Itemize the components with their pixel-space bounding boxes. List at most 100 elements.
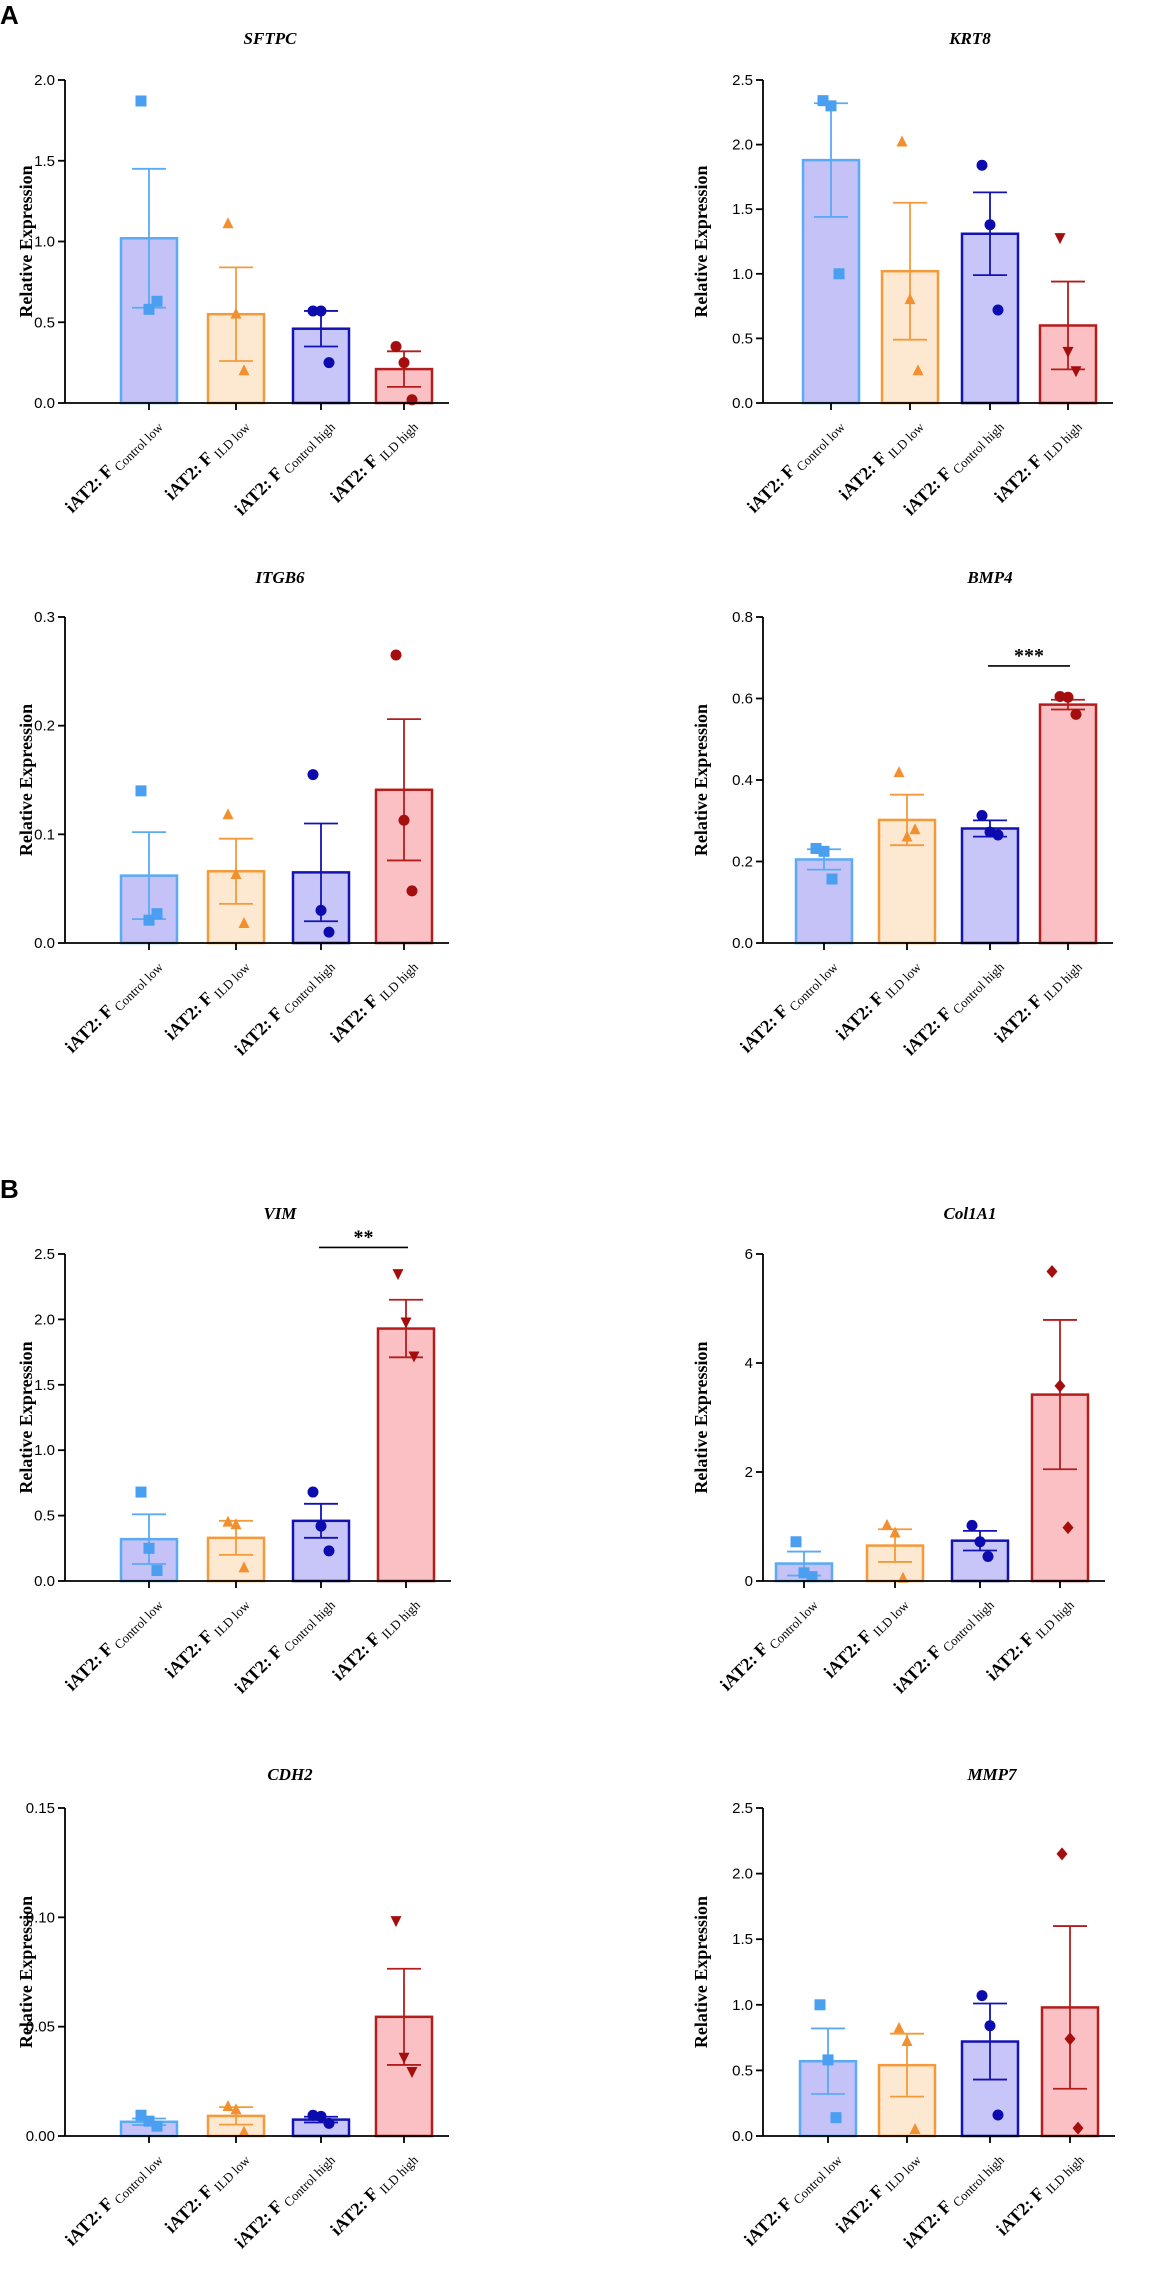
y-tick-label: 1.0: [34, 1442, 55, 1459]
y-tick-label: 0.8: [732, 609, 753, 626]
data-point: [222, 2099, 234, 2111]
y-tick-label: 2.0: [34, 1311, 55, 1328]
data-point: [230, 307, 242, 319]
y-tick-label: 0.0: [732, 935, 753, 952]
x-tick-label: iAT2: F ILD low: [832, 2146, 925, 2239]
y-tick-label: 2.5: [732, 1800, 753, 1817]
y-tick-label: 0.1: [34, 826, 55, 843]
data-point: [135, 785, 147, 797]
x-label-prefix: iAT2: F: [61, 458, 120, 517]
x-label-prefix: iAT2: F: [326, 988, 385, 1047]
data-point: [830, 2112, 842, 2124]
x-label-prefix: iAT2: F: [736, 998, 795, 1057]
data-point: [392, 1269, 404, 1281]
data-point: [315, 904, 327, 916]
x-label-prefix: iAT2: F: [230, 2193, 289, 2252]
y-tick-label: 1.5: [732, 201, 753, 218]
data-point: [822, 2054, 834, 2066]
data-point: [893, 2021, 905, 2033]
data-point: [307, 1486, 319, 1498]
bar: [376, 1327, 436, 1583]
x-label-prefix: iAT2: F: [899, 460, 958, 519]
data-point: [806, 1571, 818, 1583]
significance-label: ***: [1014, 645, 1044, 667]
x-label-prefix: iAT2: F: [899, 1000, 958, 1059]
x-tick-label: iAT2: F ILD low: [161, 413, 254, 506]
data-point: [315, 2110, 327, 2122]
data-point: [1064, 2032, 1076, 2046]
y-tick-label: 0: [745, 1573, 753, 1590]
data-point: [323, 926, 335, 938]
x-label-subscript: Control low: [111, 1597, 166, 1652]
data-point: [881, 1518, 893, 1530]
data-point: [1046, 1264, 1058, 1278]
data-point: [904, 293, 916, 305]
y-tick-label: 0.5: [34, 314, 55, 331]
x-label-prefix: iAT2: F: [992, 2181, 1051, 2240]
x-label-prefix: iAT2: F: [889, 1638, 948, 1697]
chart-mmp7: MMP7 Relative Expression 0.0 0.5 1.0 1.5 2.0 2.…: [691, 1765, 1115, 2252]
y-tick-label: 0.00: [26, 2128, 55, 2145]
y-tick-label: 6: [745, 1246, 753, 1263]
data-point: [315, 1520, 327, 1532]
data-point: [323, 357, 335, 369]
chart-sftpc: SFTPC Relative Expression 0.0 0.5 1.0 1.5 2.0 i…: [16, 29, 449, 519]
y-tick-label: 1.0: [732, 1997, 753, 2014]
data-point: [398, 2052, 410, 2064]
x-label-prefix: iAT2: F: [899, 2193, 958, 2252]
x-label-prefix: iAT2: F: [328, 1626, 387, 1685]
y-axis-label: Relative Expression: [16, 1896, 36, 2048]
x-label-prefix: iAT2: F: [832, 2178, 891, 2237]
x-label-subscript: ILD low: [211, 1597, 253, 1639]
data-point: [307, 305, 319, 317]
x-tick-label: iAT2: F Control low: [61, 2146, 166, 2251]
x-tick-label: iAT2: F ILD low: [832, 953, 925, 1046]
panel-label-b: B: [0, 1174, 19, 1204]
x-label-prefix: iAT2: F: [835, 445, 894, 504]
data-point: [406, 885, 418, 897]
y-tick-label: 2.5: [732, 72, 753, 89]
x-label-subscript: ILD low: [211, 419, 253, 461]
data-point: [222, 1515, 234, 1527]
x-tick-label: iAT2: F ILD high: [982, 1591, 1077, 1686]
y-tick-label: 0.10: [26, 1909, 55, 1926]
bar: [960, 827, 1020, 945]
data-point: [817, 95, 829, 107]
x-label-prefix: iAT2: F: [982, 1626, 1041, 1685]
x-label-subscript: ILD high: [376, 2152, 421, 2197]
data-point: [826, 873, 838, 885]
x-label-prefix: iAT2: F: [716, 1636, 775, 1695]
y-axis-label: Relative Expression: [16, 1341, 36, 1493]
chart-vim: VIM Relative Expression 0.0 0.5 1.0 1.5 2.0 2.5…: [16, 1204, 451, 1697]
data-point: [976, 809, 988, 821]
y-tick-label: 0.0: [34, 935, 55, 952]
x-label-subscript: ILD low: [882, 959, 924, 1001]
y-tick-label: 2.5: [34, 1246, 55, 1263]
x-label-prefix: iAT2: F: [161, 1623, 220, 1682]
data-point: [1072, 2121, 1084, 2135]
data-point: [974, 1536, 986, 1548]
x-label-subscript: ILD low: [211, 2152, 253, 2194]
data-point: [390, 649, 402, 661]
data-point: [1054, 233, 1066, 245]
x-label-subscript: Control low: [786, 959, 841, 1014]
x-label-subscript: ILD low: [885, 419, 927, 461]
y-tick-label: 1.5: [34, 153, 55, 170]
bar: [1038, 703, 1098, 945]
data-point: [893, 766, 905, 778]
y-axis-label: Relative Expression: [691, 704, 711, 856]
data-point: [833, 268, 845, 280]
x-label-prefix: iAT2: F: [740, 2191, 799, 2250]
x-label-subscript: ILD low: [211, 959, 253, 1001]
data-point: [1062, 346, 1074, 358]
data-point: [889, 1526, 901, 1538]
y-tick-label: 0.4: [732, 772, 753, 789]
y-tick-label: 0.0: [732, 395, 753, 412]
y-tick-label: 2: [745, 1464, 753, 1481]
data-point: [897, 1571, 909, 1583]
data-point: [406, 2066, 418, 2078]
chart-title: MMP7: [966, 1765, 1018, 1784]
x-label-prefix: iAT2: F: [326, 2181, 385, 2240]
y-tick-label: 0.5: [732, 2062, 753, 2079]
x-label-subscript: Control low: [111, 419, 166, 474]
